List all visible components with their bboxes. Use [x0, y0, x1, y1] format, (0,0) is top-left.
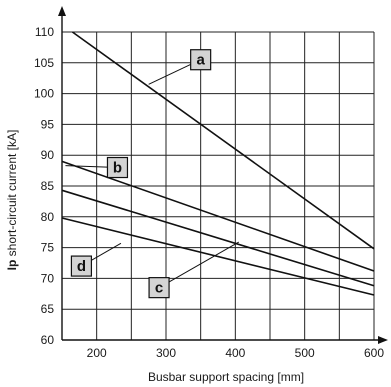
series-lines	[61, 31, 375, 296]
grid	[62, 31, 375, 340]
y-tick-label-110: 110	[35, 25, 54, 39]
y-tick-label-105: 105	[34, 56, 54, 70]
axes	[58, 6, 388, 344]
series-line-b	[61, 160, 375, 272]
callout-box-a	[190, 49, 212, 71]
y-tick-label-95: 95	[41, 117, 55, 131]
x-tick-label-200: 200	[87, 346, 107, 360]
callout-box-d	[70, 255, 93, 277]
y-axis-label-bold: Ip	[5, 260, 19, 271]
callout-leader-c	[158, 241, 240, 289]
x-tick-label-300: 300	[156, 346, 176, 360]
y-tick-label-100: 100	[34, 87, 54, 101]
callout-box-c	[148, 277, 170, 299]
callout-label-c: c	[155, 280, 163, 297]
callout-label-b: b	[113, 160, 122, 177]
y-tick-label-85: 85	[41, 179, 55, 193]
y-tick-label-75: 75	[41, 241, 55, 255]
x-tick-label-500: 500	[295, 346, 315, 360]
y-tick-label-90: 90	[41, 148, 55, 162]
series-line-c	[61, 189, 375, 287]
x-axis-label: Busbar support spacing [mm]	[148, 370, 304, 384]
y-tick-label-80: 80	[41, 210, 55, 224]
x-tick-label-400: 400	[225, 346, 245, 360]
y-axis-label: Ip short-circuit current [kA]	[5, 130, 19, 271]
y-tick-label-70: 70	[41, 271, 55, 285]
y-axis-label-rest: short-circuit current [kA]	[5, 130, 19, 260]
y-tick-label-65: 65	[41, 302, 55, 316]
series-line-a	[71, 31, 375, 250]
x-tick-labels: 200 300 400 500 600	[87, 346, 385, 360]
x-tick-label-600: 600	[364, 346, 384, 360]
callout-box-b	[106, 156, 129, 179]
series-line-d	[61, 217, 375, 296]
y-axis-arrow	[58, 6, 66, 16]
x-axis-arrow	[378, 336, 388, 344]
y-tick-label-60: 60	[41, 333, 55, 347]
callout-label-a: a	[196, 52, 205, 69]
series-callouts: a b d c	[65, 49, 240, 299]
y-tick-labels: 60 65 70 75 80 85 90 95 100 105 110	[34, 25, 54, 347]
callout-label-d: d	[77, 258, 86, 275]
